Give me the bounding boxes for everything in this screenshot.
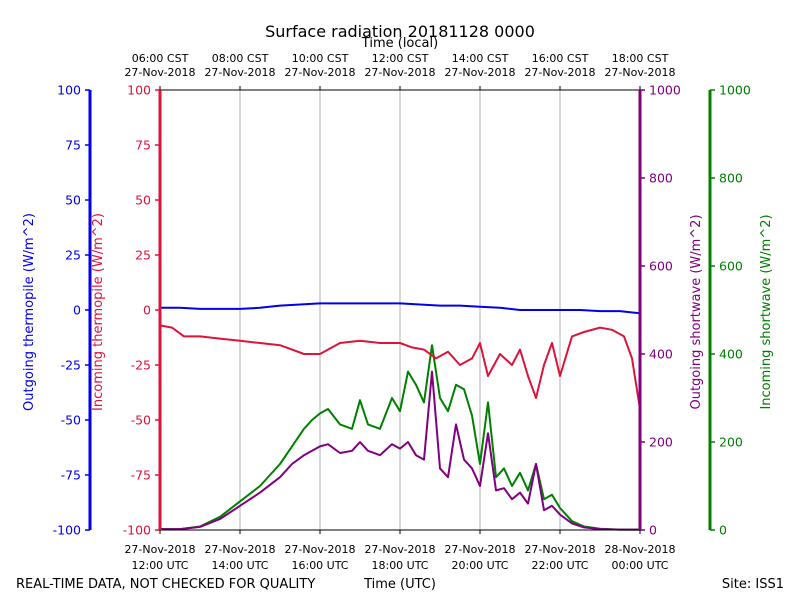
x-tick-time-label: 12:00 UTC xyxy=(131,559,188,572)
top-tick-date-label: 27-Nov-2018 xyxy=(444,66,515,79)
x-tick-date-label: 27-Nov-2018 xyxy=(444,543,515,556)
x-tick-time-label: 18:00 UTC xyxy=(371,559,428,572)
top-tick-date-label: 27-Nov-2018 xyxy=(204,66,275,79)
incoming-shortwave-line xyxy=(160,344,640,531)
outgoing-thermopile-tick-label: -25 xyxy=(61,358,81,373)
outgoing-thermopile-tick-label: 25 xyxy=(65,248,81,263)
incoming-thermopile-line xyxy=(159,324,641,410)
top-tick-date-label: 27-Nov-2018 xyxy=(524,66,595,79)
outgoing-thermopile-tick-label: -50 xyxy=(61,413,81,428)
series-lines xyxy=(159,302,641,531)
outgoing-thermopile-axis-label: Outgoing thermopile (W/m^2) xyxy=(22,213,37,411)
outgoing-thermopile-tick-label: -100 xyxy=(53,523,81,538)
x-tick-date-label: 27-Nov-2018 xyxy=(124,543,195,556)
incoming-thermopile-tick-label: 0 xyxy=(143,303,151,318)
top-tick-time-label: 16:00 CST xyxy=(532,52,589,65)
x-tick-date-label: 28-Nov-2018 xyxy=(604,543,675,556)
incoming-thermopile-tick-label: 100 xyxy=(127,83,151,98)
x-axis-label: Time (UTC) xyxy=(363,577,436,592)
top-axis-label: Time (local) xyxy=(361,36,438,51)
quality-warning: REAL-TIME DATA, NOT CHECKED FOR QUALITY xyxy=(16,577,315,592)
outgoing-thermopile-tick-label: 50 xyxy=(65,193,81,208)
top-tick-time-label: 12:00 CST xyxy=(372,52,429,65)
top-tick-date-label: 27-Nov-2018 xyxy=(124,66,195,79)
incoming-thermopile-tick-label: -50 xyxy=(131,413,151,428)
outgoing-shortwave-tick-label: 600 xyxy=(649,259,673,274)
outgoing-shortwave-tick-label: 800 xyxy=(649,171,673,186)
x-tick-date-label: 27-Nov-2018 xyxy=(284,543,355,556)
x-tick-date-label: 27-Nov-2018 xyxy=(524,543,595,556)
tick-labels: 27-Nov-2018 12:00 UTC 27-Nov-2018 14:00 UTC… xyxy=(53,52,751,572)
top-tick-date-label: 27-Nov-2018 xyxy=(364,66,435,79)
incoming-thermopile-tick-label: 50 xyxy=(135,193,151,208)
x-tick-date-label: 27-Nov-2018 xyxy=(204,543,275,556)
incoming-thermopile-tick-label: 75 xyxy=(135,138,151,153)
x-tick-date-label: 27-Nov-2018 xyxy=(364,543,435,556)
outgoing-thermopile-tick-label: -75 xyxy=(61,468,81,483)
top-tick-time-label: 14:00 CST xyxy=(452,52,509,65)
outgoing-shortwave-line xyxy=(160,370,640,531)
incoming-shortwave-axis-label: Incoming shortwave (W/m^2) xyxy=(759,214,774,409)
top-tick-time-label: 08:00 CST xyxy=(212,52,269,65)
outgoing-shortwave-axis-label: Outgoing shortwave (W/m^2) xyxy=(689,214,704,409)
incoming-thermopile-tick-label: 25 xyxy=(135,248,151,263)
top-tick-time-label: 06:00 CST xyxy=(132,52,189,65)
incoming-thermopile-tick-label: -25 xyxy=(131,358,151,373)
top-tick-time-label: 10:00 CST xyxy=(292,52,349,65)
incoming-shortwave-tick-label: 200 xyxy=(719,435,743,450)
incoming-shortwave-tick-label: 400 xyxy=(719,347,743,362)
x-tick-time-label: 14:00 UTC xyxy=(211,559,268,572)
outgoing-thermopile-line xyxy=(160,302,641,315)
outgoing-shortwave-tick-label: 1000 xyxy=(649,83,681,98)
incoming-thermopile-axis-label: Incoming thermopile (W/m^2) xyxy=(91,213,106,411)
site-label: Site: ISS1 xyxy=(722,577,784,592)
outgoing-shortwave-tick-label: 400 xyxy=(649,347,673,362)
top-tick-time-label: 18:00 CST xyxy=(612,52,669,65)
x-tick-time-label: 22:00 UTC xyxy=(531,559,588,572)
incoming-thermopile-tick-label: -75 xyxy=(131,468,151,483)
outgoing-thermopile-tick-label: 0 xyxy=(73,303,81,318)
x-tick-time-label: 00:00 UTC xyxy=(611,559,668,572)
incoming-shortwave-tick-label: 1000 xyxy=(719,83,751,98)
outgoing-shortwave-tick-label: 0 xyxy=(649,523,657,538)
outgoing-thermopile-tick-label: 100 xyxy=(57,83,81,98)
outgoing-shortwave-tick-label: 200 xyxy=(649,435,673,450)
x-tick-time-label: 16:00 UTC xyxy=(291,559,348,572)
axes xyxy=(85,89,715,531)
top-tick-date-label: 27-Nov-2018 xyxy=(604,66,675,79)
top-tick-date-label: 27-Nov-2018 xyxy=(284,66,355,79)
chart-title: Surface radiation 20181128 0000 xyxy=(265,22,535,41)
incoming-shortwave-tick-label: 800 xyxy=(719,171,743,186)
incoming-shortwave-tick-label: 600 xyxy=(719,259,743,274)
x-tick-time-label: 20:00 UTC xyxy=(451,559,508,572)
outgoing-thermopile-tick-label: 75 xyxy=(65,138,81,153)
incoming-thermopile-tick-label: -100 xyxy=(123,523,151,538)
incoming-shortwave-tick-label: 0 xyxy=(719,523,727,538)
